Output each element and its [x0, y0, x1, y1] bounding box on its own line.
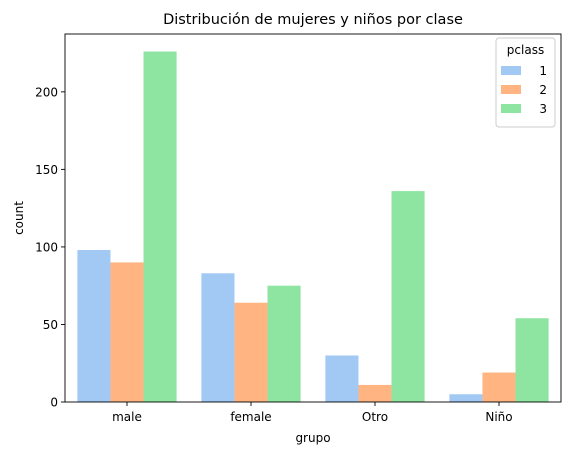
legend-label-class-2: 2 [539, 83, 547, 97]
bar-niño-class-3 [515, 318, 549, 402]
bars-layer [77, 51, 549, 403]
bar-male-class-3 [143, 51, 177, 403]
bar-male-class-1 [77, 250, 111, 402]
bar-niño-class-2 [482, 372, 516, 402]
bar-female-class-2 [234, 302, 268, 402]
legend-title: pclass [507, 43, 544, 57]
x-axis-label: grupo [295, 431, 330, 445]
legend-items: 1 2 3 [501, 64, 547, 116]
legend: pclass 1 2 3 [495, 37, 556, 128]
y-tick-label: 50 [43, 318, 58, 332]
legend-swatch-class-2 [501, 85, 521, 94]
bar-otro-class-1 [325, 355, 359, 402]
x-tick-label: Niño [485, 410, 512, 424]
bar-female-class-1 [201, 273, 235, 402]
y-tick-label: 200 [35, 85, 58, 99]
bar-female-class-3 [267, 285, 301, 402]
x-tick-label: Otro [362, 410, 388, 424]
legend-swatch-class-1 [501, 66, 521, 75]
y-tick-label: 150 [35, 163, 58, 177]
legend-label-class-1: 1 [539, 64, 547, 78]
bar-niño-class-1 [449, 394, 483, 402]
legend-label-class-3: 3 [539, 102, 547, 116]
bar-otro-class-3 [391, 191, 425, 402]
y-axis-label: count [12, 201, 26, 235]
y-tick-label: 100 [35, 240, 58, 254]
x-tick-label: female [230, 410, 271, 424]
plot-frame [64, 33, 562, 403]
y-axis-ticks: 0 50 100 150 200 [35, 85, 65, 410]
bar-otro-class-2 [358, 384, 392, 402]
bar-male-class-2 [110, 262, 144, 402]
legend-swatch-class-3 [501, 104, 521, 113]
chart-title: Distribución de mujeres y niños por clas… [163, 12, 463, 28]
x-axis-ticks: male female Otro Niño [112, 402, 513, 424]
x-tick-label: male [112, 410, 142, 424]
y-tick-label: 0 [50, 396, 58, 410]
